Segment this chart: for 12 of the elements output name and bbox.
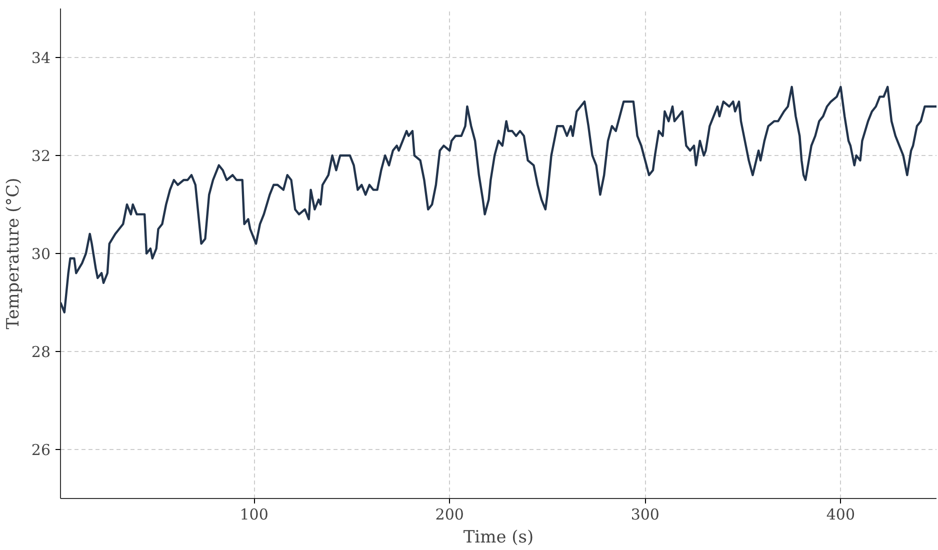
y-tick-label: 26 <box>31 441 51 459</box>
x-tick-label: 200 <box>435 506 464 524</box>
x-axis-title: Time (s) <box>463 528 534 548</box>
y-axis-title: Temperature (°C) <box>3 178 24 330</box>
line-series <box>60 86 936 314</box>
x-tick-label: 400 <box>826 506 856 524</box>
y-tick-label: 32 <box>31 147 51 165</box>
y-tick-label: 28 <box>31 343 51 361</box>
y-tick-label: 30 <box>31 245 51 263</box>
x-tick-label: 100 <box>240 506 268 524</box>
x-tick-label: 300 <box>630 506 660 524</box>
y-tick-label: 34 <box>31 49 51 67</box>
